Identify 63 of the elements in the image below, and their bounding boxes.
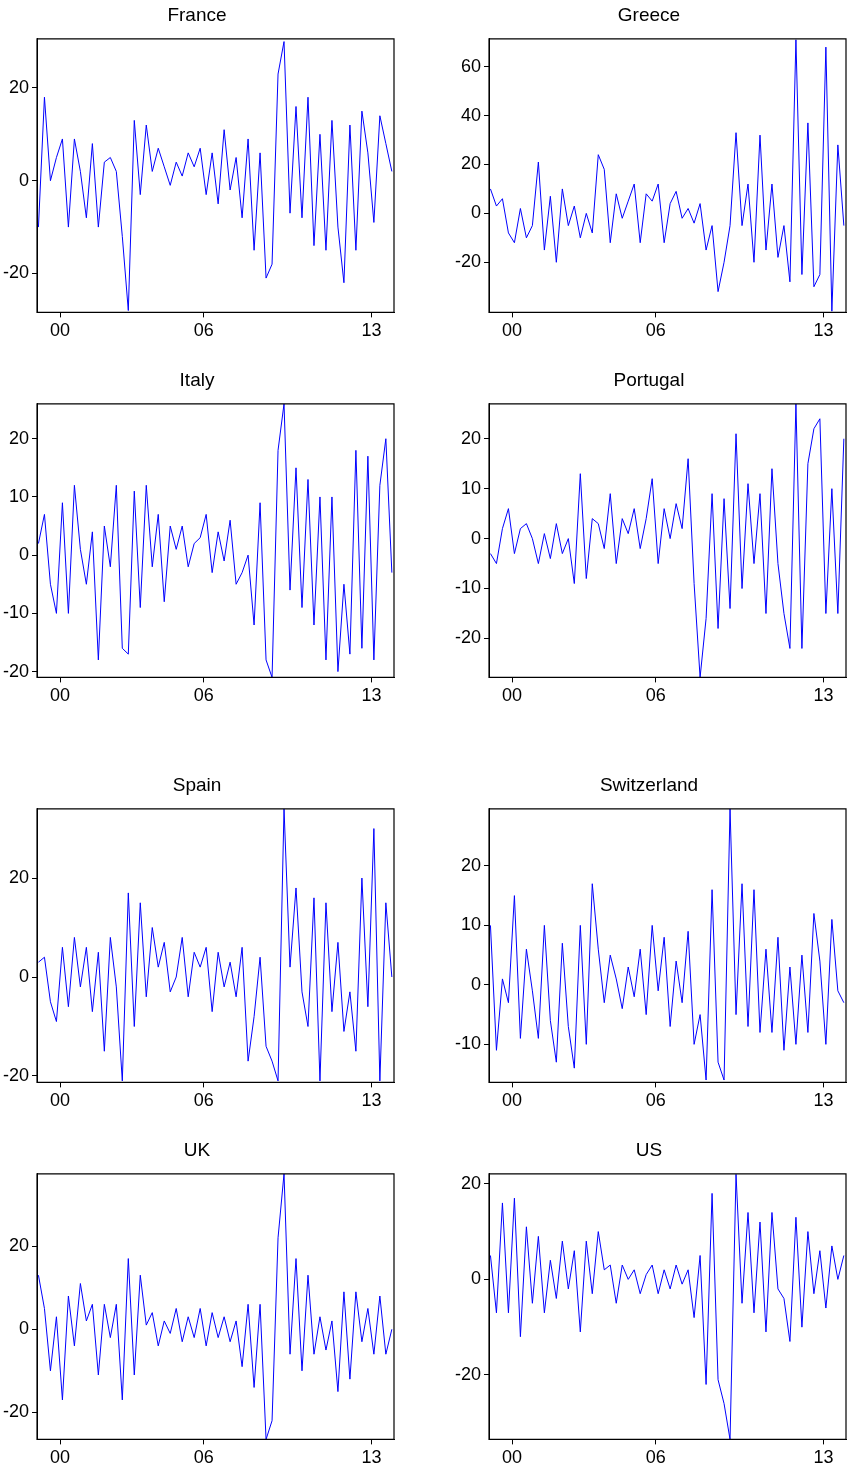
y-tick-label: -20 <box>3 1064 30 1085</box>
x-tick-label: 00 <box>50 320 71 341</box>
y-tick-label: 20 <box>460 427 482 448</box>
chart-title: UK <box>183 1138 211 1160</box>
y-tick-label: 0 <box>19 965 30 986</box>
x-tick-label: 13 <box>361 685 382 706</box>
y-tick-label: -20 <box>455 627 482 648</box>
y-tick-label: -20 <box>3 1401 30 1422</box>
y-tick-label: 0 <box>471 1268 482 1289</box>
x-tick-label: 06 <box>645 685 666 706</box>
chart-title: Italy <box>179 368 215 390</box>
y-tick-label: 20 <box>460 854 482 875</box>
x-tick-label: 13 <box>361 1090 382 1111</box>
y-tick-label: -10 <box>455 1033 482 1054</box>
chart-title: US <box>635 1138 663 1160</box>
y-tick-label: 20 <box>8 76 30 97</box>
chart-title: Greece <box>617 3 681 25</box>
x-tick-label: 06 <box>193 685 214 706</box>
x-tick-label: 13 <box>813 685 834 706</box>
y-tick-label: -20 <box>455 251 482 272</box>
y-tick-label: -20 <box>3 262 30 283</box>
x-tick-label: 13 <box>813 320 834 341</box>
x-tick-label: 13 <box>361 320 382 341</box>
x-tick-label: 00 <box>502 320 523 341</box>
y-tick-label: 0 <box>471 202 482 223</box>
x-tick-label: 06 <box>193 320 214 341</box>
x-tick-label: 13 <box>361 1447 382 1468</box>
x-tick-label: 06 <box>193 1447 214 1468</box>
y-tick-label: 20 <box>460 153 482 174</box>
y-tick-label: -10 <box>455 577 482 598</box>
x-tick-label: 00 <box>502 1090 523 1111</box>
y-tick-label: 0 <box>19 544 30 565</box>
y-tick-label: 20 <box>460 1172 482 1193</box>
y-tick-label: -20 <box>455 1363 482 1384</box>
x-tick-label: 13 <box>813 1447 834 1468</box>
chart-title: Switzerland <box>599 773 699 795</box>
x-tick-label: 06 <box>645 320 666 341</box>
x-tick-label: 00 <box>50 1090 71 1111</box>
y-tick-label: 0 <box>471 527 482 548</box>
y-tick-label: 10 <box>460 914 482 935</box>
y-tick-label: 0 <box>19 1318 30 1339</box>
y-tick-label: -20 <box>3 660 30 681</box>
y-tick-label: 0 <box>19 169 30 190</box>
x-tick-label: 06 <box>645 1090 666 1111</box>
y-tick-label: 10 <box>8 485 30 506</box>
y-tick-label: 20 <box>8 867 30 888</box>
y-tick-label: 60 <box>460 55 482 76</box>
y-tick-label: 10 <box>460 477 482 498</box>
x-tick-label: 00 <box>502 685 523 706</box>
x-tick-label: 06 <box>193 1090 214 1111</box>
x-tick-label: 00 <box>50 685 71 706</box>
y-tick-label: 0 <box>471 973 482 994</box>
x-tick-label: 13 <box>813 1090 834 1111</box>
chart-title: France <box>167 3 227 25</box>
y-tick-label: -10 <box>3 602 30 623</box>
chart-title: Spain <box>172 773 222 795</box>
x-tick-label: 00 <box>502 1447 523 1468</box>
y-tick-label: 20 <box>8 427 30 448</box>
y-tick-label: 40 <box>460 104 482 125</box>
x-tick-label: 06 <box>645 1447 666 1468</box>
chart-title: Portugal <box>613 368 685 390</box>
y-tick-label: 20 <box>8 1235 30 1256</box>
x-tick-label: 00 <box>50 1447 71 1468</box>
